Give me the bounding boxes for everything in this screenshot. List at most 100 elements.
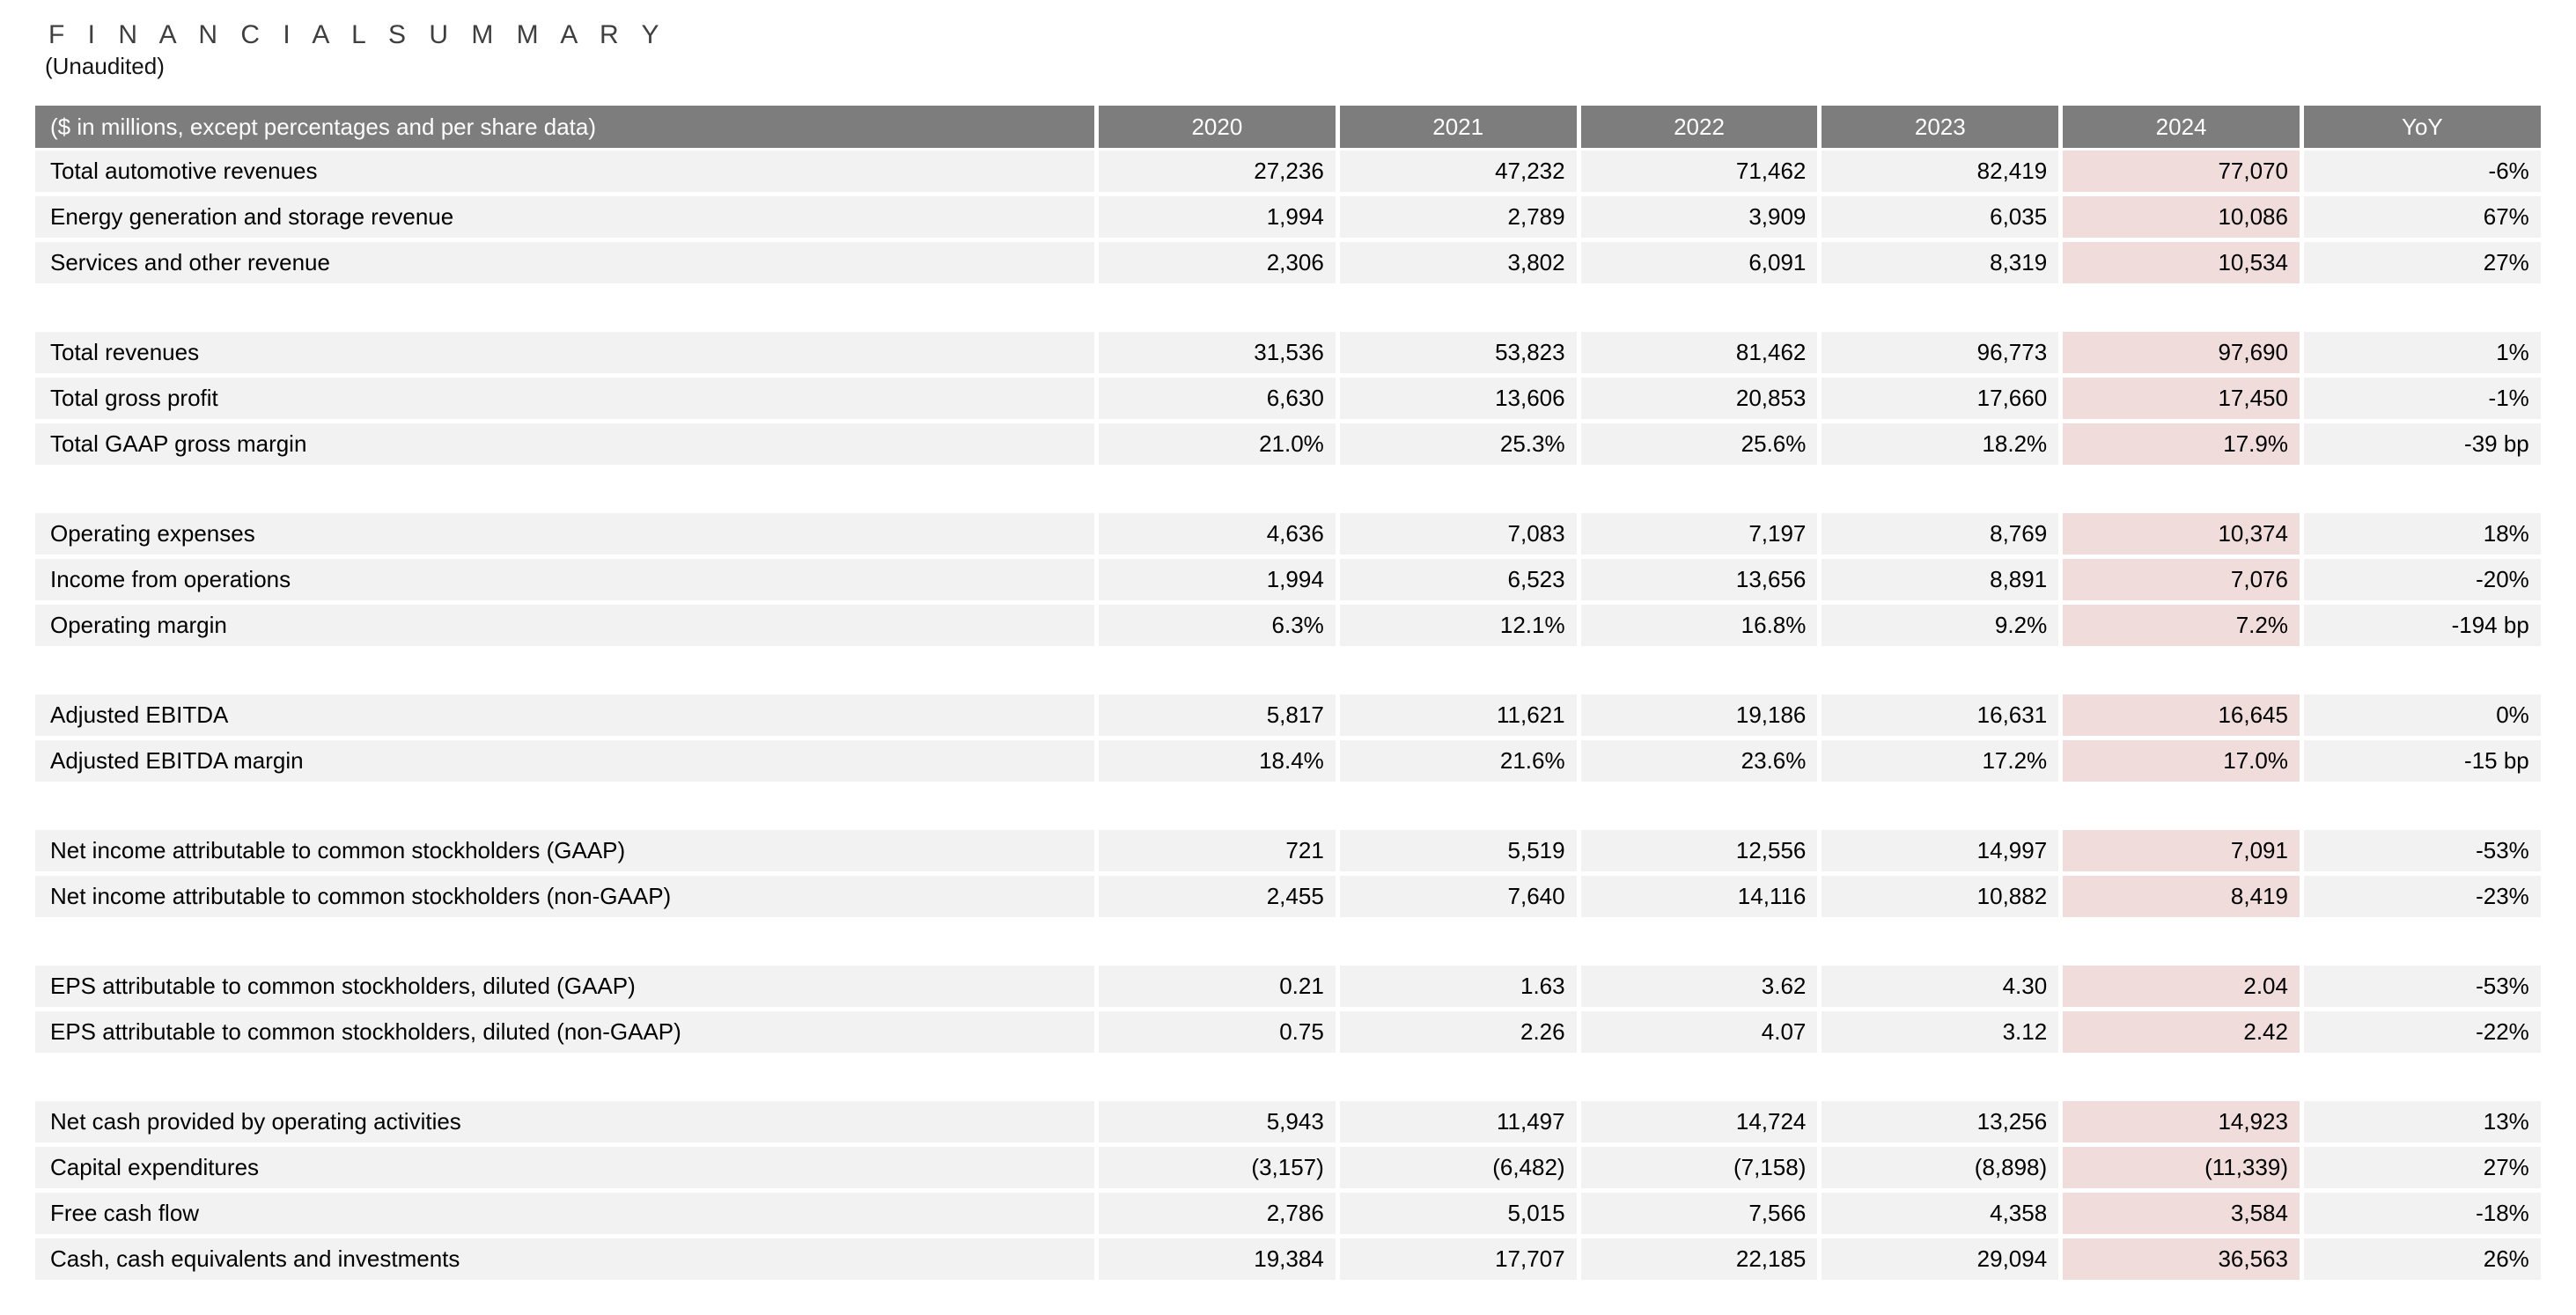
value-cell: 5,015 <box>1339 1193 1577 1234</box>
value-cell: 7,083 <box>1339 513 1577 555</box>
value-cell: 4.30 <box>1822 966 2059 1007</box>
yoy-value-cell: -194 bp <box>2303 605 2541 646</box>
row-label-cell: Net income attributable to common stockh… <box>35 876 1094 917</box>
value-cell: 17,450 <box>2063 378 2300 419</box>
table-row: EPS attributable to common stockholders,… <box>35 966 2541 1007</box>
value-cell: 10,086 <box>2063 196 2300 238</box>
section-separator <box>35 650 2541 694</box>
value-cell: 6,091 <box>1580 242 1818 283</box>
value-cell: 2.04 <box>2063 966 2300 1007</box>
table-row: Operating margin 6.3% 12.1% 16.8% 9.2% 7.2% -1… <box>35 605 2541 646</box>
table-header-row: ($ in millions, except percentages and p… <box>35 106 2541 148</box>
row-label-cell: Operating expenses <box>35 513 1094 555</box>
section-separator <box>35 786 2541 830</box>
row-label-cell: Free cash flow <box>35 1193 1094 1234</box>
table-row: Free cash flow 2,786 5,015 7,566 4,358 3,584-… <box>35 1193 2541 1234</box>
table-row: Energy generation and storage revenue 1,9… <box>35 196 2541 238</box>
table-row: Net income attributable to common stockh… <box>35 830 2541 871</box>
value-cell: 7,640 <box>1339 876 1577 917</box>
value-cell: 14,724 <box>1580 1101 1818 1142</box>
table-row: Services and other revenue 2,306 3,802 6,09… <box>35 242 2541 283</box>
value-cell: 17,707 <box>1339 1238 1577 1280</box>
yoy-value-cell: -39 bp <box>2303 423 2541 465</box>
table-row: Total GAAP gross margin 21.0% 25.3% 25.6% 18… <box>35 423 2541 465</box>
value-cell: 0.21 <box>1099 966 1336 1007</box>
value-cell: 71,462 <box>1580 151 1818 192</box>
yoy-value-cell: -22% <box>2303 1011 2541 1053</box>
yoy-value-cell: -53% <box>2303 966 2541 1007</box>
row-label-cell: Operating margin <box>35 605 1094 646</box>
value-cell: 82,419 <box>1822 151 2059 192</box>
value-cell: (11,339) <box>2063 1147 2300 1188</box>
value-cell: 13,256 <box>1822 1101 2059 1142</box>
section-separator <box>35 1057 2541 1101</box>
value-cell: 25.3% <box>1339 423 1577 465</box>
yoy-value-cell: -20% <box>2303 559 2541 600</box>
value-cell: 77,070 <box>2063 151 2300 192</box>
row-label-cell: Total automotive revenues <box>35 151 1094 192</box>
value-cell: 36,563 <box>2063 1238 2300 1280</box>
table-row: EPS attributable to common stockholders,… <box>35 1011 2541 1053</box>
value-cell: 3,909 <box>1580 196 1818 238</box>
value-cell: (7,158) <box>1580 1147 1818 1188</box>
value-cell: 7,566 <box>1580 1193 1818 1234</box>
yoy-value-cell: -1% <box>2303 378 2541 419</box>
page-subtitle: (Unaudited) <box>45 53 165 79</box>
value-cell: 5,943 <box>1099 1101 1336 1142</box>
table-row: Net cash provided by operating activitie… <box>35 1101 2541 1142</box>
row-label-cell: Adjusted EBITDA <box>35 694 1094 736</box>
value-cell: 17,660 <box>1822 378 2059 419</box>
value-cell: 6,035 <box>1822 196 2059 238</box>
value-cell: 17.9% <box>2063 423 2300 465</box>
value-cell: 0.75 <box>1099 1011 1336 1053</box>
yoy-value-cell: -53% <box>2303 830 2541 871</box>
value-cell: 1,994 <box>1099 196 1336 238</box>
value-cell: 25.6% <box>1580 423 1818 465</box>
value-cell: 20,853 <box>1580 378 1818 419</box>
value-cell: 6,523 <box>1339 559 1577 600</box>
value-cell: (8,898) <box>1822 1147 2059 1188</box>
value-cell: 2,455 <box>1099 876 1336 917</box>
row-label-cell: Net cash provided by operating activitie… <box>35 1101 1094 1142</box>
value-cell: 81,462 <box>1580 332 1818 373</box>
row-label-cell: Adjusted EBITDA margin <box>35 740 1094 782</box>
table-row: Total gross profit 6,630 13,606 20,853 17,66… <box>35 378 2541 419</box>
value-cell: 11,621 <box>1339 694 1577 736</box>
value-cell: 21.6% <box>1339 740 1577 782</box>
row-label-cell: EPS attributable to common stockholders,… <box>35 966 1094 1007</box>
value-cell: 16.8% <box>1580 605 1818 646</box>
value-cell: 2.42 <box>2063 1011 2300 1053</box>
table-row: Adjusted EBITDA margin 18.4% 21.6% 23.6% 17.… <box>35 740 2541 782</box>
value-cell: 17.0% <box>2063 740 2300 782</box>
value-cell: 27,236 <box>1099 151 1336 192</box>
value-cell: 2,306 <box>1099 242 1336 283</box>
header-column-2020: 2020 <box>1099 106 1336 148</box>
row-label-cell: Total GAAP gross margin <box>35 423 1094 465</box>
row-label-cell: Total gross profit <box>35 378 1094 419</box>
value-cell: 13,656 <box>1580 559 1818 600</box>
row-label-cell: Capital expenditures <box>35 1147 1094 1188</box>
yoy-value-cell: 0% <box>2303 694 2541 736</box>
yoy-value-cell: 13% <box>2303 1101 2541 1142</box>
table-row: Cash, cash equivalents and investments 19… <box>35 1238 2541 1280</box>
value-cell: 18.2% <box>1822 423 2059 465</box>
value-cell: 5,519 <box>1339 830 1577 871</box>
yoy-value-cell: 1% <box>2303 332 2541 373</box>
value-cell: 1.63 <box>1339 966 1577 1007</box>
table-row: Capital expenditures (3,157) (6,482) (7,158… <box>35 1147 2541 1188</box>
value-cell: 8,769 <box>1822 513 2059 555</box>
value-cell: 7.2% <box>2063 605 2300 646</box>
value-cell: 10,882 <box>1822 876 2059 917</box>
value-cell: 10,374 <box>2063 513 2300 555</box>
value-cell: 3,802 <box>1339 242 1577 283</box>
yoy-value-cell: 27% <box>2303 1147 2541 1188</box>
value-cell: 23.6% <box>1580 740 1818 782</box>
value-cell: 19,384 <box>1099 1238 1336 1280</box>
value-cell: 14,116 <box>1580 876 1818 917</box>
yoy-value-cell: 67% <box>2303 196 2541 238</box>
row-label-cell: Energy generation and storage revenue <box>35 196 1094 238</box>
page-title: F I N A N C I A L S U M M A R Y <box>48 20 667 49</box>
section-separator <box>35 288 2541 332</box>
row-label-cell: Services and other revenue <box>35 242 1094 283</box>
value-cell: 2,786 <box>1099 1193 1336 1234</box>
